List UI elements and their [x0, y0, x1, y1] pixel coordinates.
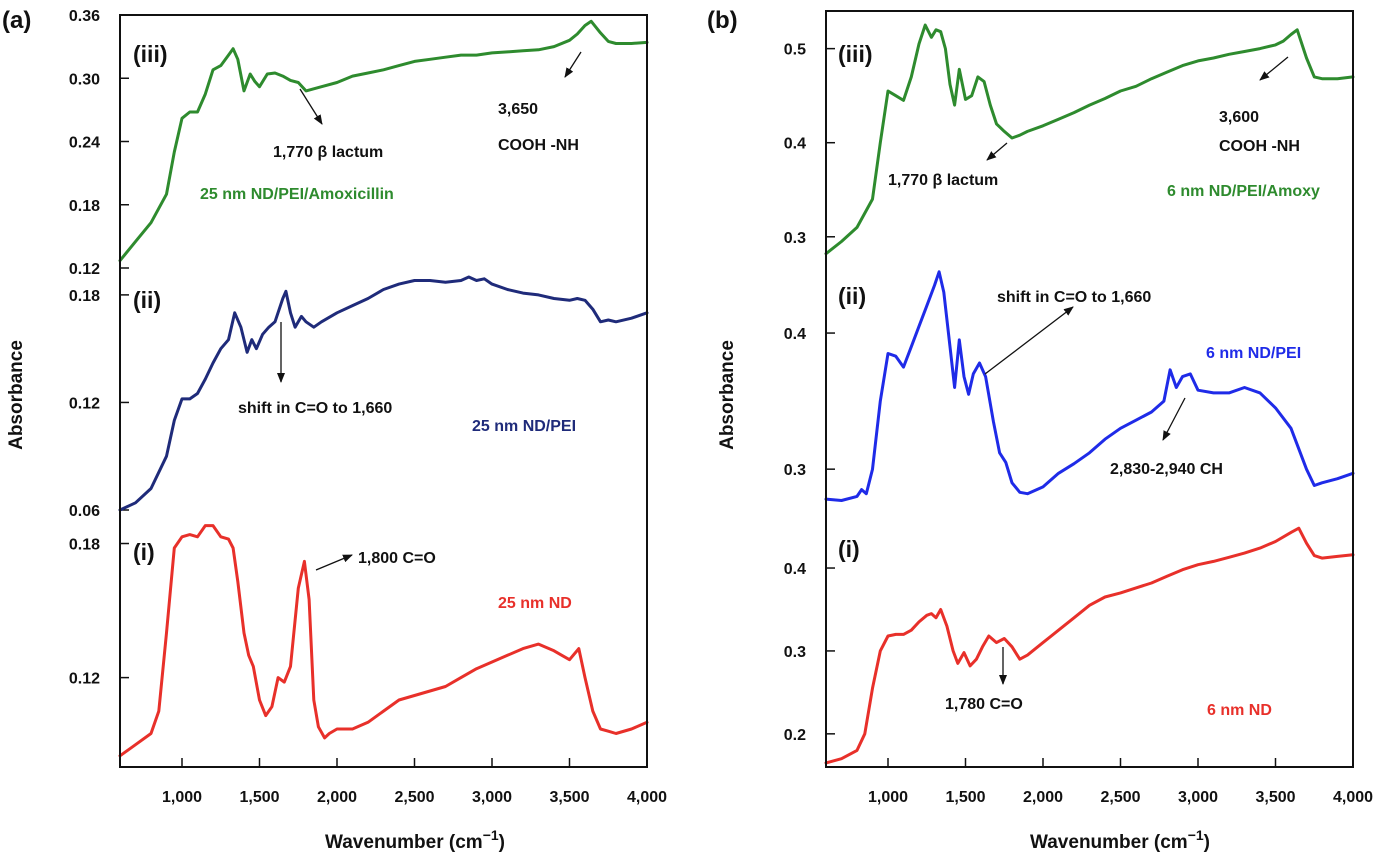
subplot-ii: 0.3 0.4 (ii) shift in C=O to 1,660 6 nm ND/P…: [784, 270, 1355, 502]
panel-label: (b): [707, 7, 738, 34]
subplot-label: (ii): [838, 283, 866, 309]
x-tick-label: 4,000: [1333, 789, 1373, 806]
subplot-label: (ii): [133, 287, 161, 313]
subplot-label: (i): [838, 536, 860, 562]
annotation: 3,650: [498, 101, 538, 118]
annotation-arrow: [315, 554, 353, 571]
annotation-arrow: [564, 51, 582, 78]
annotation-arrow: [1162, 397, 1186, 441]
panel-a: (a) 0.12 0.18 0.24 0.30 0.36 (iii) 1,770 β lact…: [2, 7, 667, 853]
annotation-arrow: [986, 142, 1008, 161]
annotation: 1,770 β lactum: [888, 172, 998, 189]
y-tick-label: 0.18: [69, 537, 100, 554]
annotation: 1,800 C=O: [358, 550, 436, 567]
annotation: shift in C=O to 1,660: [238, 400, 392, 417]
annotation: COOH -NH: [498, 137, 579, 154]
y-tick-label: 0.4: [784, 561, 806, 578]
series-label: 6 nm ND/PEI: [1206, 345, 1301, 362]
series-label: 25 nm ND: [498, 595, 572, 612]
y-tick-label: 0.3: [784, 230, 806, 247]
x-tick-label: 3,000: [472, 789, 512, 806]
y-tick-label: 0.4: [784, 326, 806, 343]
series-label: 6 nm ND/PEI/Amoxy: [1167, 183, 1320, 200]
annotation: 2,830-2,940 CH: [1110, 461, 1223, 478]
y-tick-label: 0.5: [784, 42, 806, 59]
series-label: 25 nm ND/PEI/Amoxicillin: [200, 186, 394, 203]
y-tick-label: 0.24: [69, 135, 100, 152]
annotation-arrow: [299, 88, 323, 125]
y-tick-label: 0.12: [69, 261, 100, 278]
annotation: COOH -NH: [1219, 138, 1300, 155]
y-tick-label: 0.18: [69, 288, 100, 305]
x-tick-label: 2,500: [1100, 789, 1140, 806]
x-tick-label: 1,000: [162, 789, 202, 806]
x-tick-label: 2,500: [394, 789, 434, 806]
x-tick-label: 2,000: [317, 789, 357, 806]
panel-label: (a): [2, 7, 31, 34]
x-tick-label: 2,000: [1023, 789, 1063, 806]
plot-frame: [825, 10, 1354, 768]
subplot-i: 0.2 0.3 0.4 (i) 1,780 C=O 6 nm ND: [784, 526, 1355, 765]
panel-b: (b) 0.3 0.4 0.5 (iii) 1,770 β lactum 3,600 COOH…: [707, 7, 1373, 853]
series-line: [118, 275, 649, 512]
y-tick-label: 0.18: [69, 198, 100, 215]
x-axis-label: Wavenumber (cm−1): [325, 827, 505, 853]
series-label: 25 nm ND/PEI: [472, 418, 576, 435]
y-tick-label: 0.2: [784, 727, 806, 744]
series-line: [118, 524, 649, 758]
subplot-i: 0.12 0.18 (i) 1,800 C=O 25 nm ND: [69, 524, 649, 758]
series-label: 6 nm ND: [1207, 702, 1272, 719]
y-tick-label: 0.36: [69, 8, 100, 25]
annotation-arrow: [1259, 56, 1289, 81]
series-line: [118, 19, 649, 263]
y-axis-label: Absorbance: [717, 340, 738, 450]
y-tick-label: 0.12: [69, 395, 100, 412]
annotation: 1,780 C=O: [945, 696, 1023, 713]
y-tick-label: 0.12: [69, 671, 100, 688]
y-tick-label: 0.4: [784, 136, 806, 153]
subplot-iii: 0.3 0.4 0.5 (iii) 1,770 β lactum 3,600 COOH -N…: [784, 23, 1355, 256]
subplot-ii: 0.06 0.12 0.18 (ii) shift in C=O to 1,660 25 …: [69, 275, 649, 520]
x-tick-label: 1,000: [868, 789, 908, 806]
series-line: [824, 270, 1355, 502]
x-tick-label: 3,500: [1255, 789, 1295, 806]
subplot-label: (iii): [838, 41, 873, 67]
x-tick-label: 3,000: [1178, 789, 1218, 806]
y-axis-label: Absorbance: [6, 340, 27, 450]
x-tick-label: 1,500: [239, 789, 279, 806]
y-tick-label: 0.30: [69, 71, 100, 88]
y-tick-label: 0.3: [784, 462, 806, 479]
x-tick-label: 3,500: [549, 789, 589, 806]
y-tick-label: 0.3: [784, 644, 806, 661]
subplot-label: (iii): [133, 41, 168, 67]
subplot-iii: 0.12 0.18 0.24 0.30 0.36 (iii) 1,770 β lactum 3…: [69, 8, 649, 278]
subplot-label: (i): [133, 539, 155, 565]
annotation: shift in C=O to 1,660: [997, 289, 1151, 306]
plot-frame: [119, 14, 648, 768]
x-tick-label: 1,500: [945, 789, 985, 806]
annotation-arrow: [984, 306, 1074, 375]
series-line: [824, 23, 1355, 256]
series-line: [824, 526, 1355, 765]
annotation: 1,770 β lactum: [273, 144, 383, 161]
annotation: 3,600: [1219, 109, 1259, 126]
x-axis-label: Wavenumber (cm−1): [1030, 827, 1210, 853]
x-tick-label: 4,000: [627, 789, 667, 806]
y-tick-label: 0.06: [69, 503, 100, 520]
